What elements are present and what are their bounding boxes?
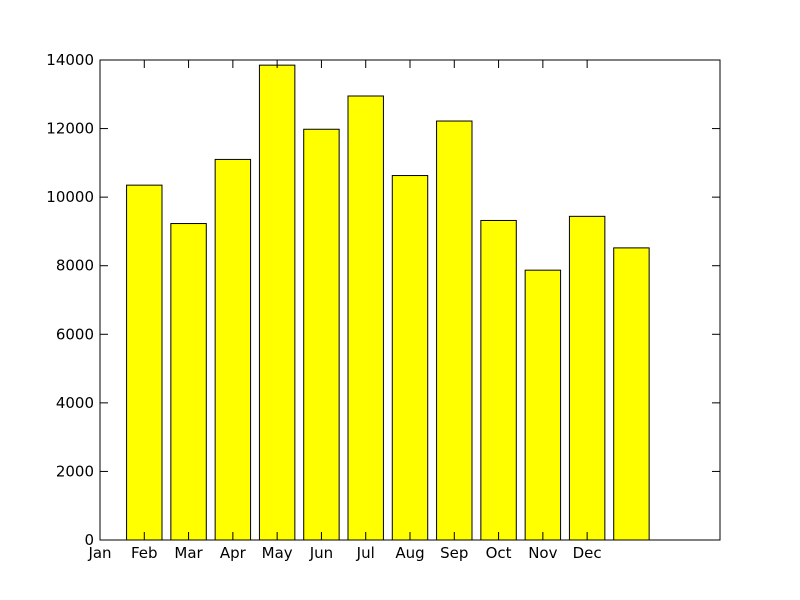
bar [214,158,252,541]
y-tick-label: 2000 [56,462,94,480]
x-tick-label: Aug [395,544,424,562]
bar [347,95,384,541]
y-tick-label: 4000 [56,394,94,412]
x-tick-label: Feb [131,544,158,562]
x-tick-label: Jan [87,544,111,562]
y-tick-label: 8000 [56,257,94,275]
bar [436,120,473,541]
y-tick-labels: 0 2000 4000 6000 8000 10000 12000 14000 [46,51,94,549]
bar [613,247,650,541]
bar [126,184,163,541]
bars [126,64,650,541]
y-tick-label: 12000 [46,120,94,138]
plot-frame [99,59,721,541]
x-tick-label: Jun [309,544,333,562]
bar [480,219,517,541]
bar [524,269,562,541]
y-tick-label: 6000 [56,325,94,343]
x-tick-label: Nov [528,544,557,562]
y-tick-label: 14000 [46,51,94,69]
bar [568,215,606,541]
x-tick-label: Mar [174,544,203,562]
y-tick-label: 10000 [46,188,94,206]
bar [258,64,296,541]
y-tick-label: 0 [84,531,94,549]
x-tick-label: Oct [486,544,512,562]
x-tick-label: Jul [356,544,375,562]
ticks [99,59,720,541]
x-tick-labels: Jan Feb Mar Apr May Jun Jul Aug Sep Oct Nov Dec [87,544,601,562]
bar [170,223,207,541]
x-tick-label: Sep [440,544,468,562]
x-tick-label: Dec [573,544,602,562]
bar [303,128,340,541]
x-tick-label: May [262,544,293,562]
x-tick-label: Apr [220,544,247,562]
bar [391,175,429,541]
